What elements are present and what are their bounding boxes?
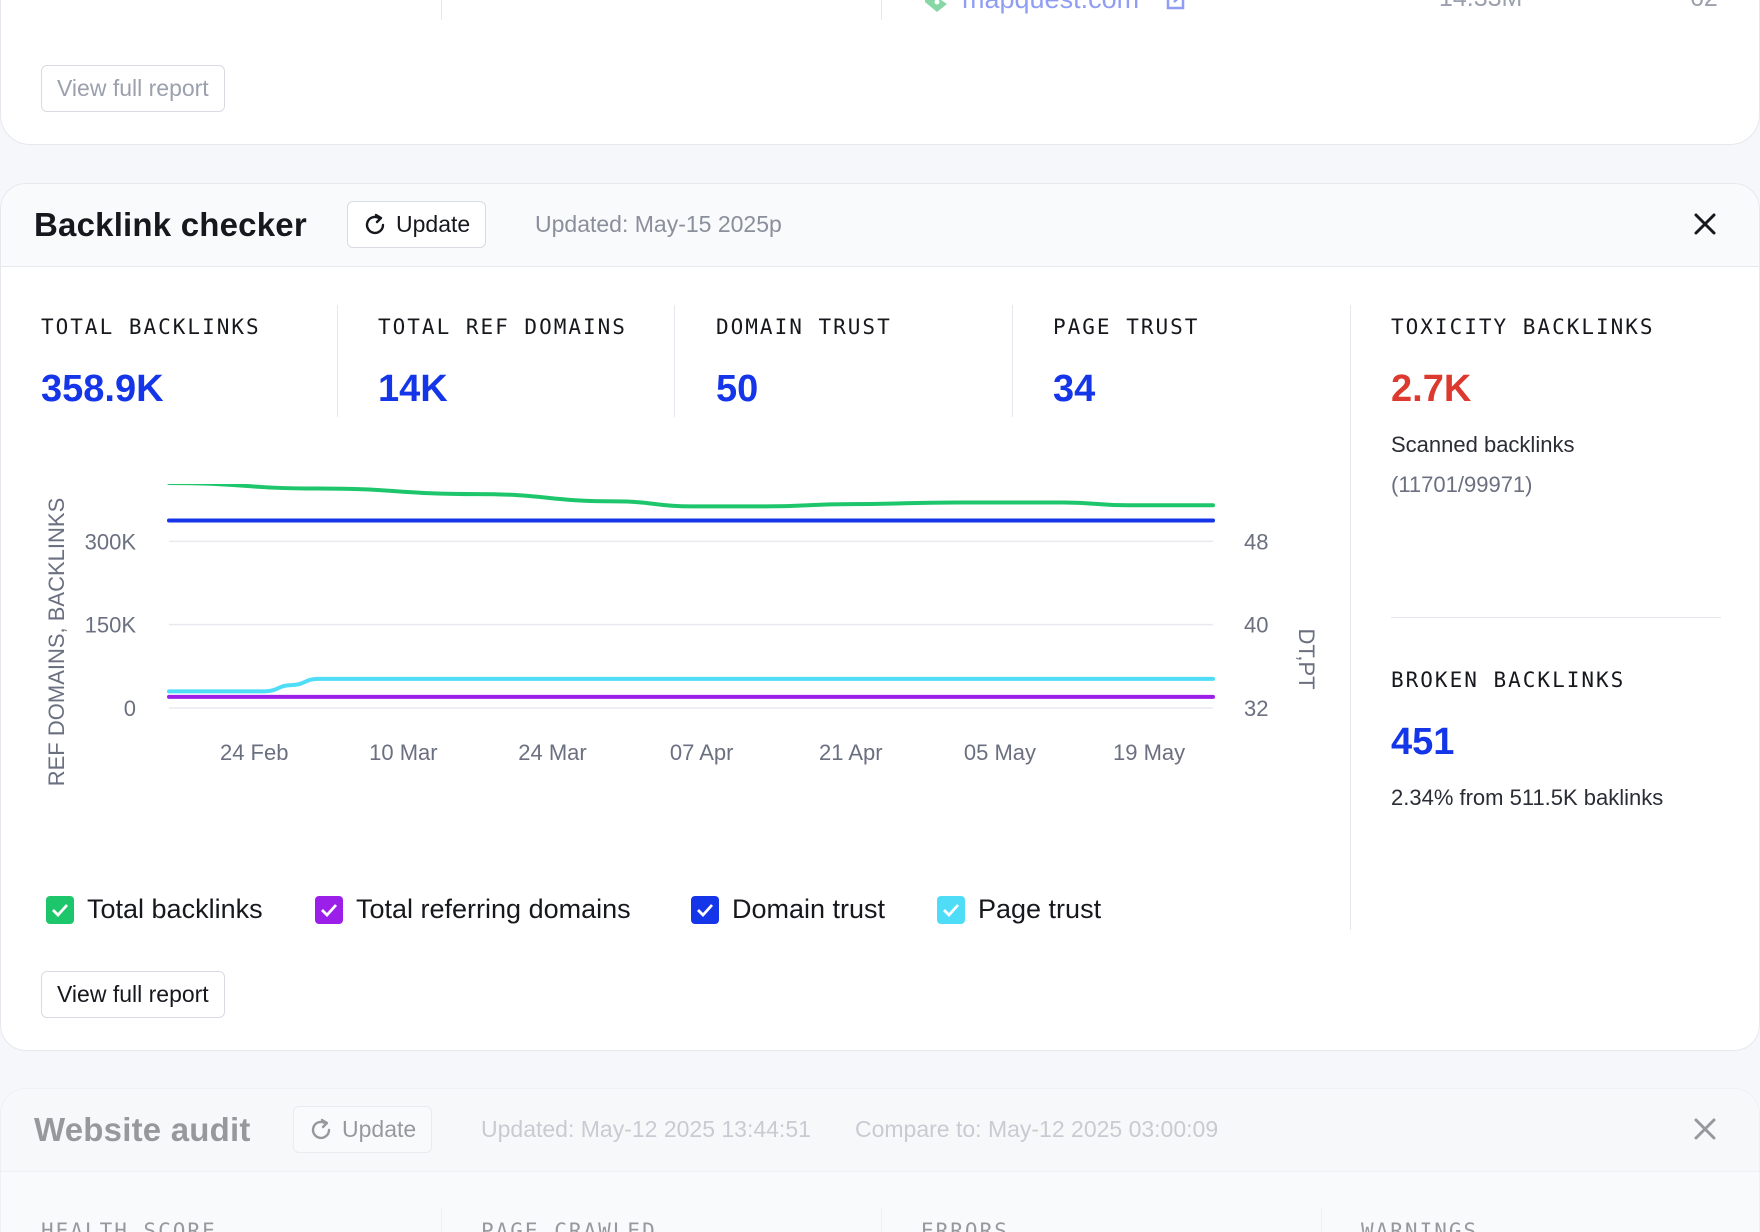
- divider: [881, 1209, 882, 1232]
- scanned-backlinks-label: Scanned backlinks: [1391, 432, 1575, 457]
- refresh-icon: [365, 213, 385, 234]
- legend-item-domain-trust[interactable]: Domain trust: [691, 894, 885, 925]
- stat-label-total-backlinks: TOTAL BACKLINKS: [41, 315, 261, 339]
- series-line-total-backlinks: [167, 484, 1215, 509]
- divider: [1321, 1209, 1322, 1232]
- legend-label: Page trust: [978, 894, 1102, 924]
- stat-value-toxicity-backlinks: 2.7K: [1391, 368, 1472, 410]
- card-header: Website audit Update Updated: May-12 202…: [1, 1089, 1759, 1172]
- checkbox-icon: [691, 895, 719, 924]
- x-tick-label: 24 Mar: [518, 740, 586, 765]
- y-tick-label: 150K: [85, 613, 137, 638]
- stat-label-page-crawled: PAGE CRAWLED: [481, 1219, 657, 1232]
- legend-item-total-referring-domains[interactable]: Total referring domains: [315, 894, 631, 925]
- y-tick-label: 0: [124, 696, 136, 721]
- y2-tick-label: 40: [1244, 613, 1268, 638]
- legend-label: Domain trust: [732, 894, 886, 924]
- stat-value-broken-backlinks: 451: [1391, 721, 1455, 763]
- legend-item-total-backlinks[interactable]: Total backlinks: [46, 894, 263, 925]
- divider: [1391, 617, 1721, 618]
- series-line-page-trust: [167, 676, 1215, 694]
- y-tick-label: 300K: [85, 529, 137, 554]
- card-title: Backlink checker: [34, 206, 307, 243]
- updated-timestamp: Updated: May-12 2025 13:44:51: [481, 1116, 811, 1142]
- card-header: Backlink checker Update Updated: May-15 …: [1, 184, 1759, 267]
- update-label: Update: [396, 211, 471, 237]
- x-tick-label: 24 Feb: [220, 740, 289, 765]
- stat-label-domain-trust: DOMAIN TRUST: [716, 315, 892, 339]
- x-tick-label: 05 May: [964, 740, 1036, 765]
- broken-backlinks-summary: 2.34% from 511.5K baklinks: [1391, 785, 1664, 810]
- stat-label-total-ref-domains: TOTAL REF DOMAINS: [378, 315, 627, 339]
- y2-tick-label: 48: [1244, 529, 1268, 554]
- legend-label: Total backlinks: [87, 894, 263, 924]
- refresh-icon: [311, 1118, 331, 1139]
- stat-label-page-trust: PAGE TRUST: [1053, 315, 1200, 339]
- mapquest-link[interactable]: mapquest.com: [962, 0, 1139, 15]
- divider: [674, 305, 675, 417]
- divider: [441, 0, 442, 20]
- side-panel-divider: [1350, 305, 1351, 930]
- top-card: mapquest.com 14.33M 62 View full report: [0, 0, 1760, 145]
- close-icon[interactable]: [1689, 1113, 1721, 1145]
- stat-value-page-trust: 34: [1053, 368, 1096, 410]
- view-full-report-button[interactable]: View full report: [41, 65, 225, 112]
- y-axis-label: REF DOMAINS, BACKLINKS: [44, 498, 69, 787]
- divider: [1012, 305, 1013, 417]
- x-tick-label: 10 Mar: [369, 740, 437, 765]
- y2-tick-label: 32: [1244, 696, 1268, 721]
- compare-timestamp: Compare to: May-12 2025 03:00:09: [855, 1116, 1219, 1142]
- top-value-2: 62: [1690, 0, 1718, 13]
- view-full-report-button[interactable]: View full report: [41, 971, 225, 1018]
- stat-value-domain-trust: 50: [716, 368, 759, 410]
- scanned-backlinks-count: (11701/99971): [1391, 472, 1533, 497]
- legend-label: Total referring domains: [356, 894, 631, 924]
- checkbox-icon: [46, 895, 74, 924]
- legend-item-page-trust[interactable]: Page trust: [937, 894, 1101, 925]
- close-icon[interactable]: [1689, 208, 1721, 240]
- divider: [881, 0, 882, 20]
- stat-value-total-backlinks: 358.9K: [41, 368, 164, 410]
- x-tick-label: 21 Apr: [819, 740, 883, 765]
- update-label: Update: [342, 1116, 417, 1142]
- stat-label-broken-backlinks: BROKEN BACKLINKS: [1391, 668, 1626, 692]
- x-tick-label: 19 May: [1113, 740, 1185, 765]
- website-audit-card: Website audit Update Updated: May-12 202…: [0, 1088, 1760, 1232]
- x-tick-label: 07 Apr: [670, 740, 734, 765]
- stat-label-health-score: HEALTH SCORE: [41, 1219, 217, 1232]
- card-title: Website audit: [34, 1111, 251, 1148]
- checkbox-icon: [937, 895, 965, 924]
- divider: [337, 305, 338, 417]
- y2-axis-label: DT,PT: [1294, 628, 1319, 689]
- external-link-icon[interactable]: [1165, 0, 1191, 10]
- stat-label-warnings: WARNINGS: [1361, 1219, 1479, 1232]
- divider: [441, 1209, 442, 1232]
- updated-timestamp: Updated: May-15 2025p: [535, 211, 782, 237]
- update-button[interactable]: Update: [293, 1106, 433, 1153]
- stat-label-toxicity-backlinks: TOXICITY BACKLINKS: [1391, 315, 1655, 339]
- checkbox-icon: [315, 895, 343, 924]
- stat-label-errors: ERRORS: [921, 1219, 1009, 1232]
- stat-value-total-ref-domains: 14K: [378, 368, 448, 410]
- backlink-checker-card: Backlink checker Update Updated: May-15 …: [0, 183, 1760, 1051]
- top-value-1: 14.33M: [1439, 0, 1522, 13]
- update-button[interactable]: Update: [347, 201, 487, 248]
- tag-icon: [925, 0, 947, 12]
